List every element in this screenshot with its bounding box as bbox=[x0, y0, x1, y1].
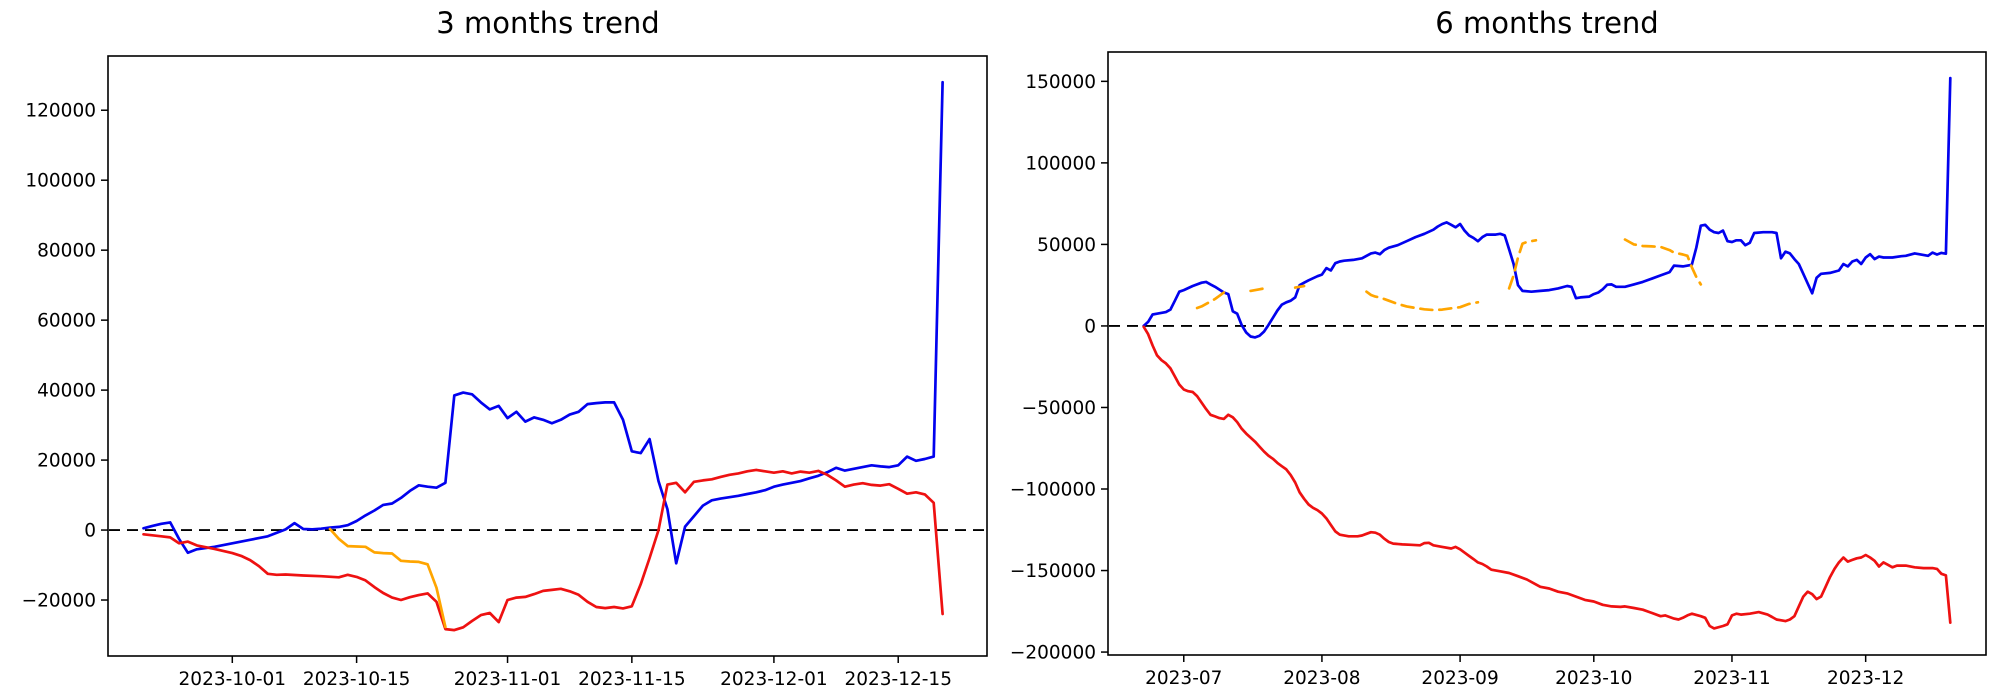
y-tick-label: 100000 bbox=[25, 171, 96, 192]
chart-1: −200000 −150000 −100000 −50000 0 50000 100000 1… bbox=[1010, 51, 1987, 689]
y-tick-label: 120000 bbox=[25, 101, 96, 122]
y-tick-label: 60000 bbox=[37, 311, 96, 332]
plot-border bbox=[107, 55, 988, 657]
y-tick-label: 40000 bbox=[37, 381, 96, 402]
x-tick-label: 2023-11-01 bbox=[454, 669, 562, 690]
series-blue-line bbox=[1142, 76, 1952, 339]
y-tick-label: −200000 bbox=[1010, 643, 1096, 664]
plot-border bbox=[1107, 51, 1987, 656]
chart-title-3-months: 3 months trend bbox=[436, 6, 660, 40]
x-tick-label: 2023-12-01 bbox=[720, 669, 828, 690]
y-tick-label: 50000 bbox=[1037, 235, 1096, 256]
chart-title-6-months: 6 months trend bbox=[1435, 6, 1659, 40]
series-orange-seg4-line bbox=[1365, 290, 1480, 312]
x-tick-label: 2023-07 bbox=[1145, 668, 1222, 689]
x-tick-label: 2023-11 bbox=[1693, 668, 1770, 689]
chart-0: −20000 0 20000 40000 60000 80000 100000 120000 2… bbox=[22, 55, 988, 690]
x-tick-label: 2023-10-15 bbox=[303, 669, 411, 690]
y-tick-label: 100000 bbox=[1025, 153, 1096, 174]
x-tick-label: 2023-10 bbox=[1555, 668, 1632, 689]
x-tick-label: 2023-12 bbox=[1827, 668, 1904, 689]
x-tick-label: 2023-09 bbox=[1421, 668, 1498, 689]
series-orange-seg5-line bbox=[1507, 238, 1538, 290]
y-tick-label: −20000 bbox=[22, 591, 96, 612]
x-tick-label: 2023-12-15 bbox=[844, 669, 952, 690]
y-tick-label: 0 bbox=[84, 521, 96, 542]
series-orange-line bbox=[328, 527, 447, 629]
series-orange-seg2-line bbox=[1249, 286, 1270, 293]
series-red-line bbox=[1142, 325, 1952, 630]
x-tick-label: 2023-10-01 bbox=[179, 669, 287, 690]
y-tick-label: −100000 bbox=[1010, 480, 1096, 501]
series-blue-line bbox=[142, 80, 944, 565]
series-red-line bbox=[142, 468, 944, 632]
series-orange-seg1-line bbox=[1195, 291, 1226, 310]
y-tick-label: 150000 bbox=[1025, 72, 1096, 93]
y-tick-label: −50000 bbox=[1022, 398, 1096, 419]
y-tick-label: 80000 bbox=[37, 241, 96, 262]
series-orange-seg3-line bbox=[1293, 284, 1306, 289]
y-tick-label: 0 bbox=[1084, 316, 1096, 337]
series-orange-seg6-line bbox=[1623, 238, 1703, 286]
x-tick-label: 2023-11-15 bbox=[578, 669, 686, 690]
x-tick-label: 2023-08 bbox=[1283, 668, 1360, 689]
y-tick-label: −150000 bbox=[1010, 561, 1096, 582]
y-tick-label: 20000 bbox=[37, 451, 96, 472]
